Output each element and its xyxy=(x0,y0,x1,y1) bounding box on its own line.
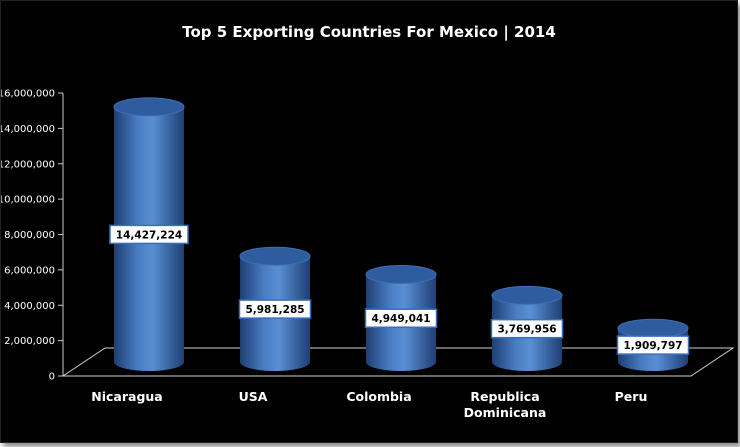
data-label-box xyxy=(490,318,564,339)
bar-top xyxy=(491,285,563,305)
data-label-text: 1,909,797 xyxy=(623,340,682,352)
y-tick-label: 14,000,000 xyxy=(1,124,55,135)
y-tick-label: 8,000,000 xyxy=(4,230,55,241)
data-label-text: 4,949,041 xyxy=(371,313,430,325)
chart-floor xyxy=(61,347,735,377)
x-tick-label: Colombia xyxy=(346,389,411,404)
bar-top xyxy=(365,264,437,284)
bar-top xyxy=(239,246,311,266)
bars xyxy=(113,97,689,371)
x-tick-label: Peru xyxy=(615,389,648,404)
data-labels: 14,427,224 5,981,285 4,949,041 3,769,956 1,9… xyxy=(109,224,690,355)
data-label-text: 14,427,224 xyxy=(116,229,182,241)
y-tick-label: 0 xyxy=(49,372,55,383)
y-tick-label: 4,000,000 xyxy=(4,301,55,312)
y-axis-ticks: 0 2,000,000 4,000,000 6,000,000 8,000,000 10,… xyxy=(1,89,63,383)
data-label-box xyxy=(364,308,438,328)
x-axis-ticks: Nicaragua USA Colombia Republica Dominicana P… xyxy=(91,389,647,420)
data-label: 3,769,956 xyxy=(490,318,564,339)
data-label: 5,981,285 xyxy=(238,299,312,319)
y-tick-label: 6,000,000 xyxy=(4,265,55,276)
y-tick-label: 10,000,000 xyxy=(1,195,55,206)
y-tick-label: 2,000,000 xyxy=(4,336,55,347)
bar-top xyxy=(113,97,185,117)
data-label: 1,909,797 xyxy=(616,335,690,355)
y-tick-label: 16,000,000 xyxy=(1,89,55,100)
bar-top xyxy=(617,318,689,338)
data-label: 14,427,224 xyxy=(109,224,189,245)
x-tick-label: USA xyxy=(239,389,268,404)
x-tick-label: Nicaragua xyxy=(91,389,162,404)
chart-title: Top 5 Exporting Countries For Mexico | 2… xyxy=(182,23,556,42)
data-label-text: 3,769,956 xyxy=(497,324,556,336)
x-tick-label: Republica Dominicana xyxy=(464,389,547,420)
data-label-box xyxy=(238,299,312,319)
data-label-text: 5,981,285 xyxy=(245,304,304,316)
data-label-box xyxy=(616,335,690,355)
data-label: 4,949,041 xyxy=(364,308,438,328)
y-tick-label: 12,000,000 xyxy=(1,159,55,170)
data-label-box xyxy=(109,224,189,245)
